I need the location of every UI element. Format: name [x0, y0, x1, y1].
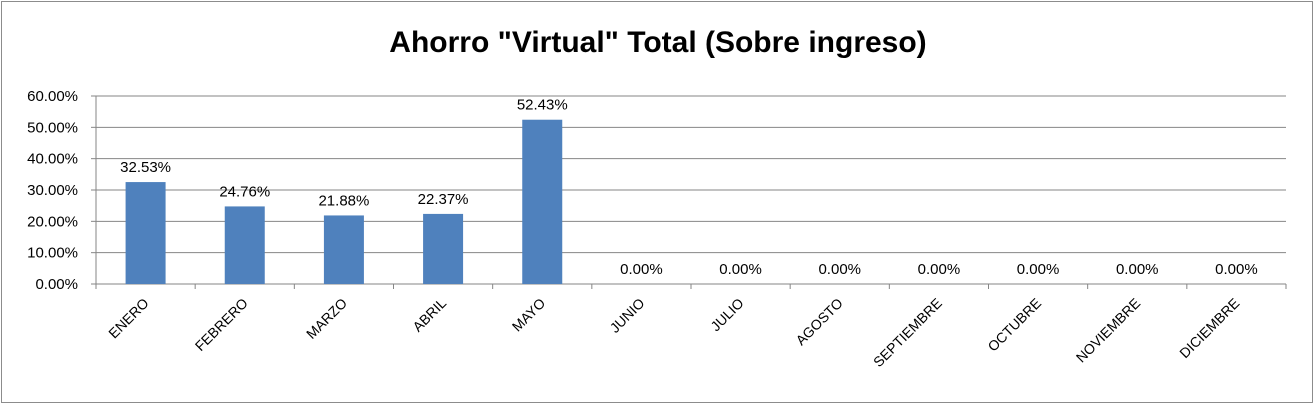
x-tick-label: MAYO [509, 295, 549, 335]
data-label: 21.88% [318, 192, 369, 209]
data-label: 52.43% [517, 97, 568, 114]
x-tick-label: SEPTIEMBRE [870, 295, 945, 370]
data-label: 32.53% [120, 159, 171, 176]
data-label: 0.00% [818, 261, 861, 278]
bar [125, 182, 166, 284]
y-tick-label: 10.00% [27, 245, 78, 262]
x-tick-label: DICIEMBRE [1176, 295, 1242, 361]
y-tick-label: 60.00% [27, 88, 78, 105]
y-tick-label: 40.00% [27, 151, 78, 168]
data-label: 0.00% [1215, 261, 1258, 278]
x-tick-label: ABRIL [409, 295, 449, 335]
chart-title: Ahorro "Virtual" Total (Sobre ingreso) [389, 26, 927, 59]
x-tick-label: ENERO [105, 295, 152, 342]
x-tick-label: AGOSTO [792, 295, 846, 349]
x-tick-label: FEBRERO [192, 295, 251, 354]
data-label: 0.00% [1116, 261, 1159, 278]
x-tick-label: JULIO [707, 295, 746, 334]
data-label: 0.00% [918, 261, 961, 278]
bar [224, 206, 265, 284]
y-tick-label: 50.00% [27, 119, 78, 136]
data-label: 22.37% [418, 191, 469, 208]
bar [423, 213, 464, 284]
x-tick-label: MARZO [303, 295, 350, 342]
x-tick-label: JUNIO [607, 295, 648, 336]
data-label: 0.00% [719, 261, 762, 278]
data-label: 24.76% [219, 183, 270, 200]
data-label: 0.00% [620, 261, 663, 278]
bar [522, 119, 563, 284]
bar [323, 215, 364, 284]
y-tick-label: 30.00% [27, 182, 78, 199]
x-tick-label: NOVIEMBRE [1073, 295, 1144, 366]
x-tick-label: OCTUBRE [984, 295, 1044, 355]
data-label: 0.00% [1017, 261, 1060, 278]
y-tick-label: 20.00% [27, 213, 78, 230]
y-tick-label: 0.00% [35, 276, 78, 293]
